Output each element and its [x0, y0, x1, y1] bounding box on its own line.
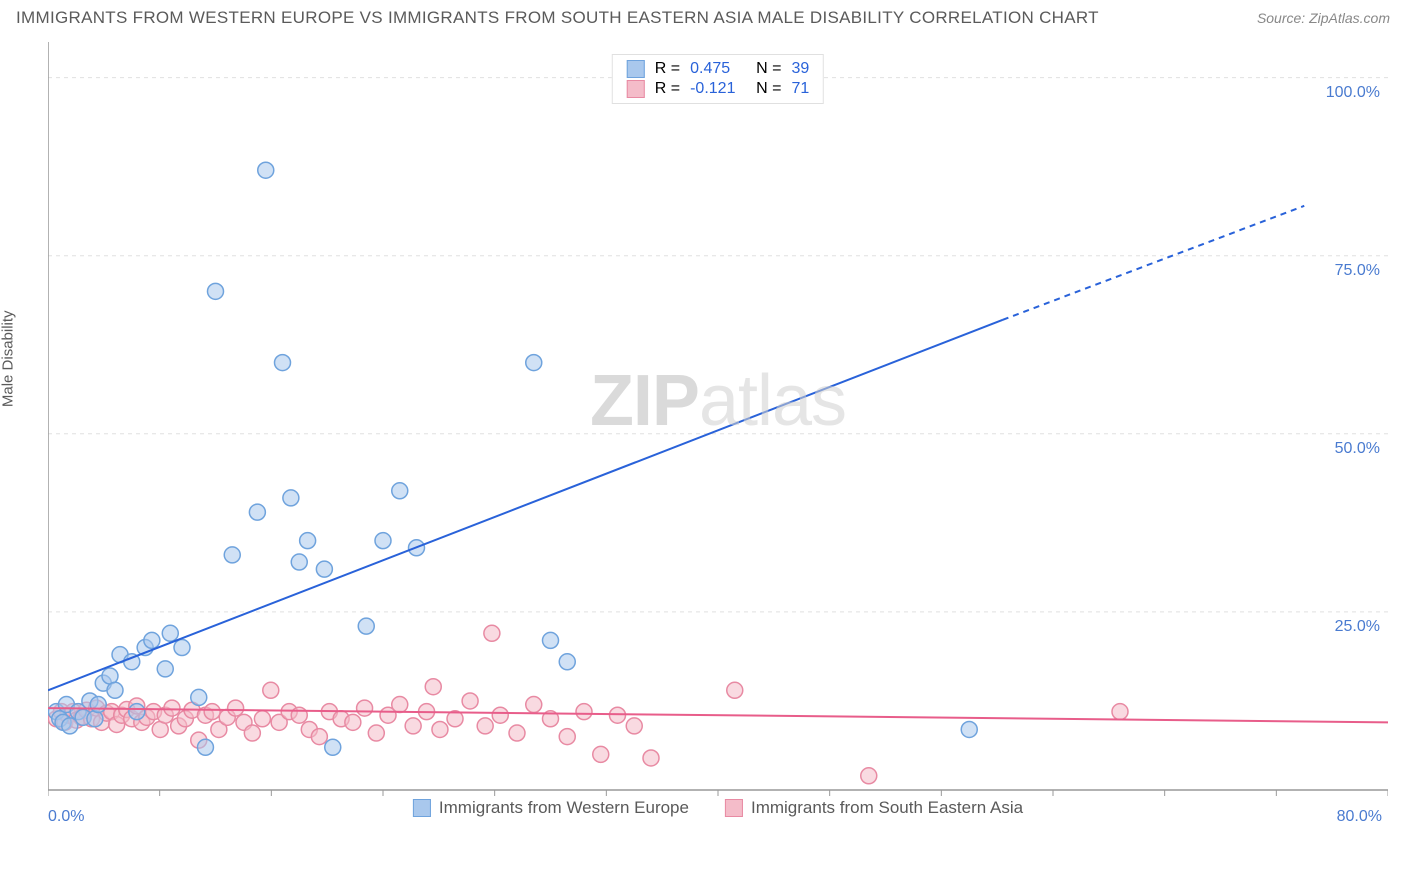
- series-name-2: Immigrants from South Eastern Asia: [751, 798, 1023, 818]
- r-value-2: -0.121: [690, 80, 746, 98]
- y-tick-100: 100.0%: [1326, 84, 1380, 102]
- r-label: R =: [655, 80, 680, 98]
- source-label: Source: ZipAtlas.com: [1257, 10, 1390, 26]
- scatter-chart-svg: [48, 42, 1388, 822]
- n-label: N =: [756, 60, 781, 78]
- title-bar: IMMIGRANTS FROM WESTERN EUROPE VS IMMIGR…: [0, 0, 1406, 32]
- y-tick-75: 75.0%: [1335, 262, 1380, 280]
- r-label: R =: [655, 60, 680, 78]
- n-value-1: 39: [791, 60, 809, 78]
- legend-item-2: Immigrants from South Eastern Asia: [725, 798, 1023, 818]
- chart-title: IMMIGRANTS FROM WESTERN EUROPE VS IMMIGR…: [16, 8, 1099, 28]
- legend-item-1: Immigrants from Western Europe: [413, 798, 689, 818]
- legend-swatch-2: [627, 80, 645, 98]
- x-tick-1: 80.0%: [1337, 808, 1382, 826]
- legend-swatch-1: [627, 60, 645, 78]
- r-value-1: 0.475: [690, 60, 746, 78]
- y-axis-label: Male Disability: [0, 310, 17, 407]
- x-tick-0: 0.0%: [48, 808, 84, 826]
- correlation-legend: R = 0.475 N = 39 R = -0.121 N = 71: [612, 54, 824, 104]
- chart-area: Male Disability ZIPatlas R = 0.475 N = 3…: [0, 32, 1406, 862]
- legend-row-1: R = 0.475 N = 39: [627, 59, 809, 79]
- series-name-1: Immigrants from Western Europe: [439, 798, 689, 818]
- legend-swatch-bottom-2: [725, 799, 743, 817]
- n-value-2: 71: [791, 80, 809, 98]
- legend-swatch-bottom-1: [413, 799, 431, 817]
- y-tick-50: 50.0%: [1335, 440, 1380, 458]
- legend-row-2: R = -0.121 N = 71: [627, 79, 809, 99]
- series-legend: Immigrants from Western Europe Immigrant…: [413, 798, 1023, 818]
- n-label: N =: [756, 80, 781, 98]
- y-tick-25: 25.0%: [1335, 618, 1380, 636]
- plot-region: ZIPatlas R = 0.475 N = 39 R = -0.121 N =…: [48, 42, 1388, 822]
